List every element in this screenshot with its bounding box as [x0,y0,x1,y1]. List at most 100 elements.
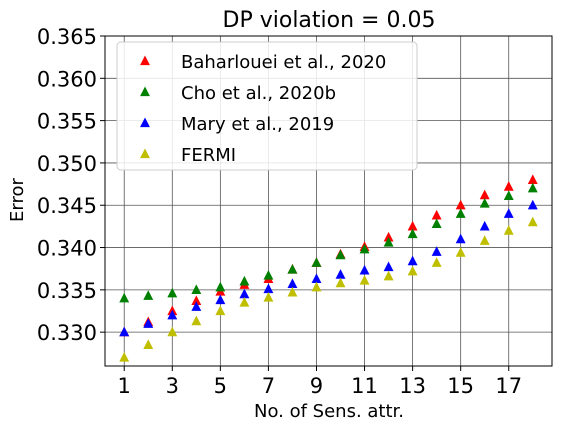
legend-label: Cho et al., 2020b [181,83,336,104]
data-point [119,292,130,303]
data-point [239,297,250,307]
data-point [455,233,466,244]
data-point [383,231,394,242]
data-point [167,326,178,337]
data-point [311,281,322,292]
x-tick-label: 5 [214,374,227,398]
data-point [383,261,394,272]
data-point [407,220,418,231]
data-point [455,208,466,218]
x-tick-label: 11 [351,374,378,398]
data-point [287,264,298,274]
legend-item: Cho et al., 2020b [140,83,336,104]
data-point [191,301,202,311]
data-point [527,216,538,227]
y-tick-label: 0.335 [37,279,97,303]
data-point [503,190,514,201]
x-tick-label: 15 [447,374,474,398]
x-tick-label: 17 [495,374,522,398]
data-point [143,339,154,349]
legend: Baharlouei et al., 2020 Cho et al., 2020b… [116,41,418,171]
data-point [479,235,490,245]
legend-label: FERMI [181,145,236,166]
data-point [263,291,274,302]
data-point [407,265,418,276]
series-4 [119,216,538,362]
y-tick-label: 0.360 [37,67,97,91]
data-point [359,275,370,285]
data-point [311,273,322,283]
legend-box [116,41,418,171]
data-point [503,208,514,218]
data-point [359,243,370,254]
data-point [239,288,250,299]
y-tick-label: 0.330 [37,321,97,345]
data-point [335,269,346,279]
series-1 [119,174,538,337]
data-point [527,182,538,193]
data-point [215,294,226,305]
data-point [503,181,514,191]
legend-marker [140,117,150,128]
data-point [287,286,298,297]
data-point [431,246,442,256]
x-axis-label: No. of Sens. attr. [254,401,404,422]
data-point [119,352,130,362]
series-3 [119,199,538,337]
y-tick-label: 0.340 [37,237,97,261]
ticks-layer: 1 3 5 7 9 11 13 15 170.3300.3350.3400.3450.3500.… [37,25,522,398]
x-tick-label: 1 [118,374,131,398]
data-point [431,257,442,267]
x-tick-label: 7 [262,374,275,398]
data-point [239,275,250,286]
data-point [335,249,346,260]
data-point [215,305,226,316]
data-point [191,315,202,326]
legend-marker [140,55,150,66]
legend-label: Baharlouei et al., 2020 [181,52,386,73]
data-point [359,264,370,275]
y-tick-label: 0.355 [37,110,97,134]
data-point [167,287,178,298]
legend-item: FERMI [140,145,236,166]
y-tick-label: 0.350 [37,152,97,176]
data-point [479,198,490,208]
data-point [503,225,514,235]
legend-marker [140,86,150,97]
data-point [407,228,418,239]
x-tick-label: 3 [166,374,179,398]
legend-item: Baharlouei et al., 2020 [140,52,386,73]
data-point [263,283,274,294]
data-point [527,174,538,184]
y-axis-label: Error [7,177,28,221]
data-point [119,326,130,337]
x-tick-label: 9 [310,374,323,398]
legend-marker [140,148,150,159]
data-point [215,281,226,292]
series-2 [119,182,538,303]
data-point [263,269,274,280]
data-point [191,284,202,294]
plot-frame [104,35,553,367]
chart-title: DP violation = 0.05 [223,8,436,33]
points-layer [119,174,538,362]
data-point [479,189,490,200]
data-point [191,295,202,305]
data-point [143,318,154,328]
data-point [455,247,466,257]
y-tick-label: 0.365 [37,25,97,49]
data-point [167,309,178,320]
data-point [143,290,154,300]
data-point [407,255,418,266]
data-point [383,236,394,247]
data-point [335,277,346,288]
x-tick-label: 13 [399,374,426,398]
data-point [431,218,442,228]
data-point [527,199,538,210]
data-point [455,199,466,210]
data-point [311,257,322,267]
y-tick-label: 0.345 [37,194,97,218]
data-point [287,278,298,289]
legend-item: Mary et al., 2019 [140,114,334,135]
